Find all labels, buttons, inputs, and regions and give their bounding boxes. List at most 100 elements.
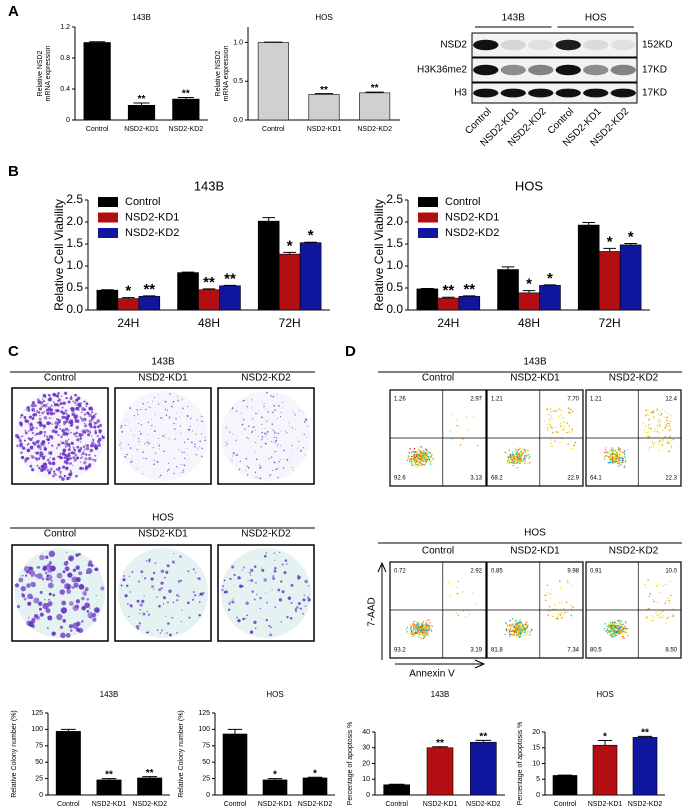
flow-event	[516, 450, 519, 452]
flow-event	[509, 454, 512, 457]
colony	[87, 612, 94, 619]
colony	[241, 569, 243, 572]
colony	[178, 449, 180, 451]
colony	[147, 433, 149, 435]
colony	[232, 452, 234, 454]
colony	[78, 432, 81, 435]
flow-event	[609, 621, 612, 624]
colony	[47, 567, 53, 573]
flow-event	[607, 631, 610, 634]
colony	[128, 615, 130, 618]
colony	[225, 445, 227, 447]
flow-event	[421, 464, 423, 467]
flow-event	[523, 634, 525, 637]
flow-event	[648, 424, 650, 426]
flow-event	[504, 633, 506, 636]
colony	[75, 566, 80, 571]
colony	[73, 582, 79, 588]
x-tick-label: Control	[224, 801, 247, 808]
colony	[280, 430, 282, 432]
flow-event	[653, 617, 655, 619]
significance: **	[146, 768, 154, 779]
colony	[189, 425, 191, 428]
flow-event	[414, 626, 416, 628]
flow-event	[550, 417, 553, 419]
flow-event	[559, 424, 561, 427]
colony	[239, 460, 241, 462]
colony	[163, 400, 165, 402]
flow-event	[609, 460, 612, 462]
colony	[138, 440, 140, 443]
colony	[76, 445, 80, 449]
flow-event	[563, 607, 565, 610]
colony	[275, 439, 278, 442]
flow-event	[662, 610, 665, 612]
colony	[68, 624, 73, 629]
colony	[304, 579, 308, 584]
flow-event	[519, 454, 522, 456]
flow-event	[546, 407, 548, 410]
flow-event	[570, 604, 572, 607]
colony	[136, 467, 138, 470]
colony	[234, 454, 236, 456]
blot-band	[500, 88, 526, 98]
colony	[87, 433, 91, 437]
bar	[299, 242, 322, 311]
colony	[96, 422, 99, 424]
colony	[153, 463, 155, 466]
colony	[236, 436, 237, 438]
colony	[36, 566, 39, 569]
colony	[278, 551, 281, 554]
flow-event	[416, 629, 419, 631]
x-tick-label: NSD2-KD2	[132, 801, 167, 808]
colony	[174, 428, 176, 430]
flow-event	[418, 464, 420, 466]
colony	[45, 408, 49, 412]
error-bar	[501, 266, 515, 270]
flow-event	[622, 626, 624, 628]
colony	[42, 400, 45, 403]
colony	[154, 414, 156, 416]
error-bar	[89, 41, 106, 43]
flow-event	[519, 459, 521, 461]
flow-event	[610, 623, 612, 626]
flow-event	[611, 453, 613, 455]
bar	[198, 289, 220, 311]
colony	[237, 576, 241, 580]
colony	[259, 464, 261, 466]
flow-event	[672, 608, 674, 610]
quadrant-value: 3.13	[470, 476, 482, 482]
flow-event	[473, 416, 475, 418]
colony	[79, 447, 83, 450]
colony	[265, 592, 267, 594]
colony	[70, 398, 72, 400]
flow-event	[668, 616, 670, 618]
chart-title: HOS	[515, 178, 544, 193]
y-tick-label: 75	[35, 743, 43, 750]
colony	[272, 577, 276, 581]
flow-event	[413, 633, 415, 635]
colony	[140, 570, 144, 574]
flow-event	[521, 631, 523, 633]
colony	[175, 466, 178, 468]
flow-event	[432, 457, 435, 460]
colony	[31, 455, 35, 459]
colony	[68, 438, 70, 440]
colony	[81, 451, 85, 456]
flow-event	[605, 630, 607, 633]
colony	[81, 596, 85, 601]
colony	[88, 456, 92, 461]
flow-event	[669, 580, 672, 583]
flow-event	[560, 425, 563, 427]
colony	[229, 431, 231, 433]
colony	[43, 427, 45, 430]
colony	[246, 465, 248, 467]
column-label: NSD2-KD1	[510, 546, 560, 557]
flow-event	[622, 457, 625, 460]
flow-event	[624, 456, 626, 458]
flow-event	[659, 612, 662, 615]
colony	[69, 432, 71, 434]
colony	[45, 577, 49, 581]
colony	[96, 439, 101, 444]
flow-event	[410, 631, 413, 634]
